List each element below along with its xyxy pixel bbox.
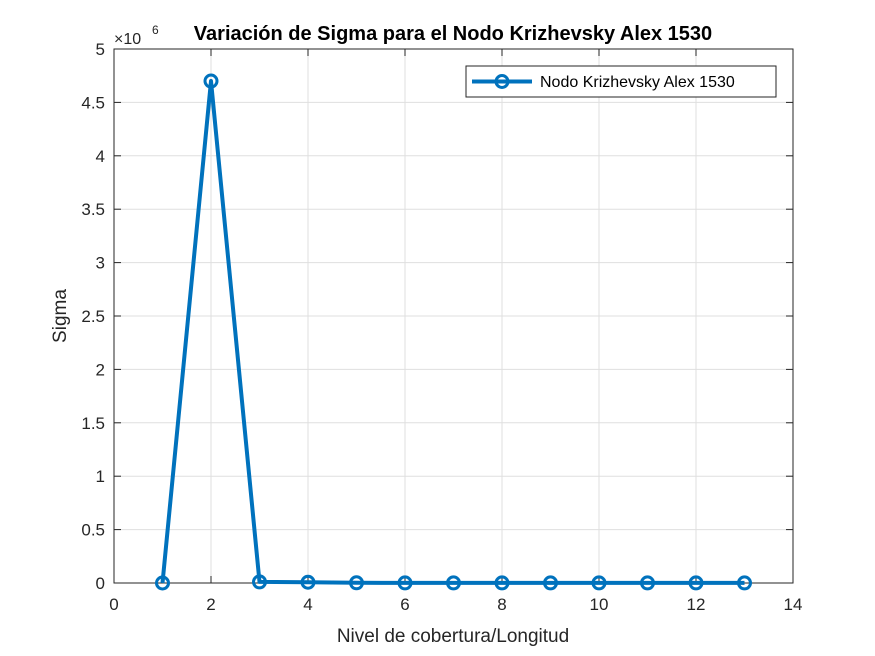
legend: Nodo Krizhevsky Alex 1530 <box>465 65 777 98</box>
series-line <box>160 79 745 585</box>
y-tick-label: 2.5 <box>81 307 105 326</box>
data-point <box>203 73 219 89</box>
data-point <box>640 575 655 591</box>
data-point <box>349 575 364 591</box>
x-tick-label: 14 <box>784 595 803 614</box>
y-tick-label: 2 <box>96 360 105 379</box>
y-tick-label: 0 <box>96 574 105 593</box>
legend-marker <box>494 74 510 89</box>
data-point <box>397 575 413 591</box>
x-tick-label: 6 <box>400 595 409 614</box>
y-tick-label: 3 <box>96 254 105 273</box>
data-point <box>543 575 558 591</box>
y-exponent-power: 6 <box>152 23 159 37</box>
y-tick-label: 4.5 <box>81 93 105 112</box>
chart-title: Variación de Sigma para el Nodo Krizhevs… <box>194 23 712 45</box>
y-tick-label: 4 <box>96 147 105 166</box>
y-exponent: ×10 6 <box>114 23 159 48</box>
legend-label: Nodo Krizhevsky Alex 1530 <box>540 74 735 91</box>
x-axis-label: Nivel de cobertura/Longitud <box>337 626 569 647</box>
y-exponent-base: ×10 <box>114 31 141 48</box>
x-tick-label: 4 <box>303 595 312 614</box>
data-point <box>252 574 267 590</box>
x-tick-label: 10 <box>590 595 609 614</box>
data-point <box>446 575 461 591</box>
x-tick-label: 0 <box>109 595 118 614</box>
tick-labels: 0 2 4 6 8 10 12 14 0 0.5 1 1.5 2 2.5 3 3.5 4 4.5 5 <box>81 40 802 614</box>
y-tick-label: 0.5 <box>81 521 105 540</box>
data-point <box>688 575 704 591</box>
y-tick-label: 5 <box>96 40 105 59</box>
series-group <box>155 73 752 591</box>
x-tick-label: 8 <box>497 595 506 614</box>
data-point <box>494 575 510 591</box>
y-axis-label: Sigma <box>50 289 71 343</box>
data-point <box>591 575 607 591</box>
y-tick-label: 1.5 <box>81 414 105 433</box>
x-tick-label: 12 <box>687 595 706 614</box>
data-point <box>300 574 316 590</box>
y-tick-label: 3.5 <box>81 200 105 219</box>
y-tick-label: 1 <box>96 467 105 486</box>
x-tick-label: 2 <box>206 595 215 614</box>
data-point <box>155 575 170 591</box>
data-point <box>737 575 752 591</box>
